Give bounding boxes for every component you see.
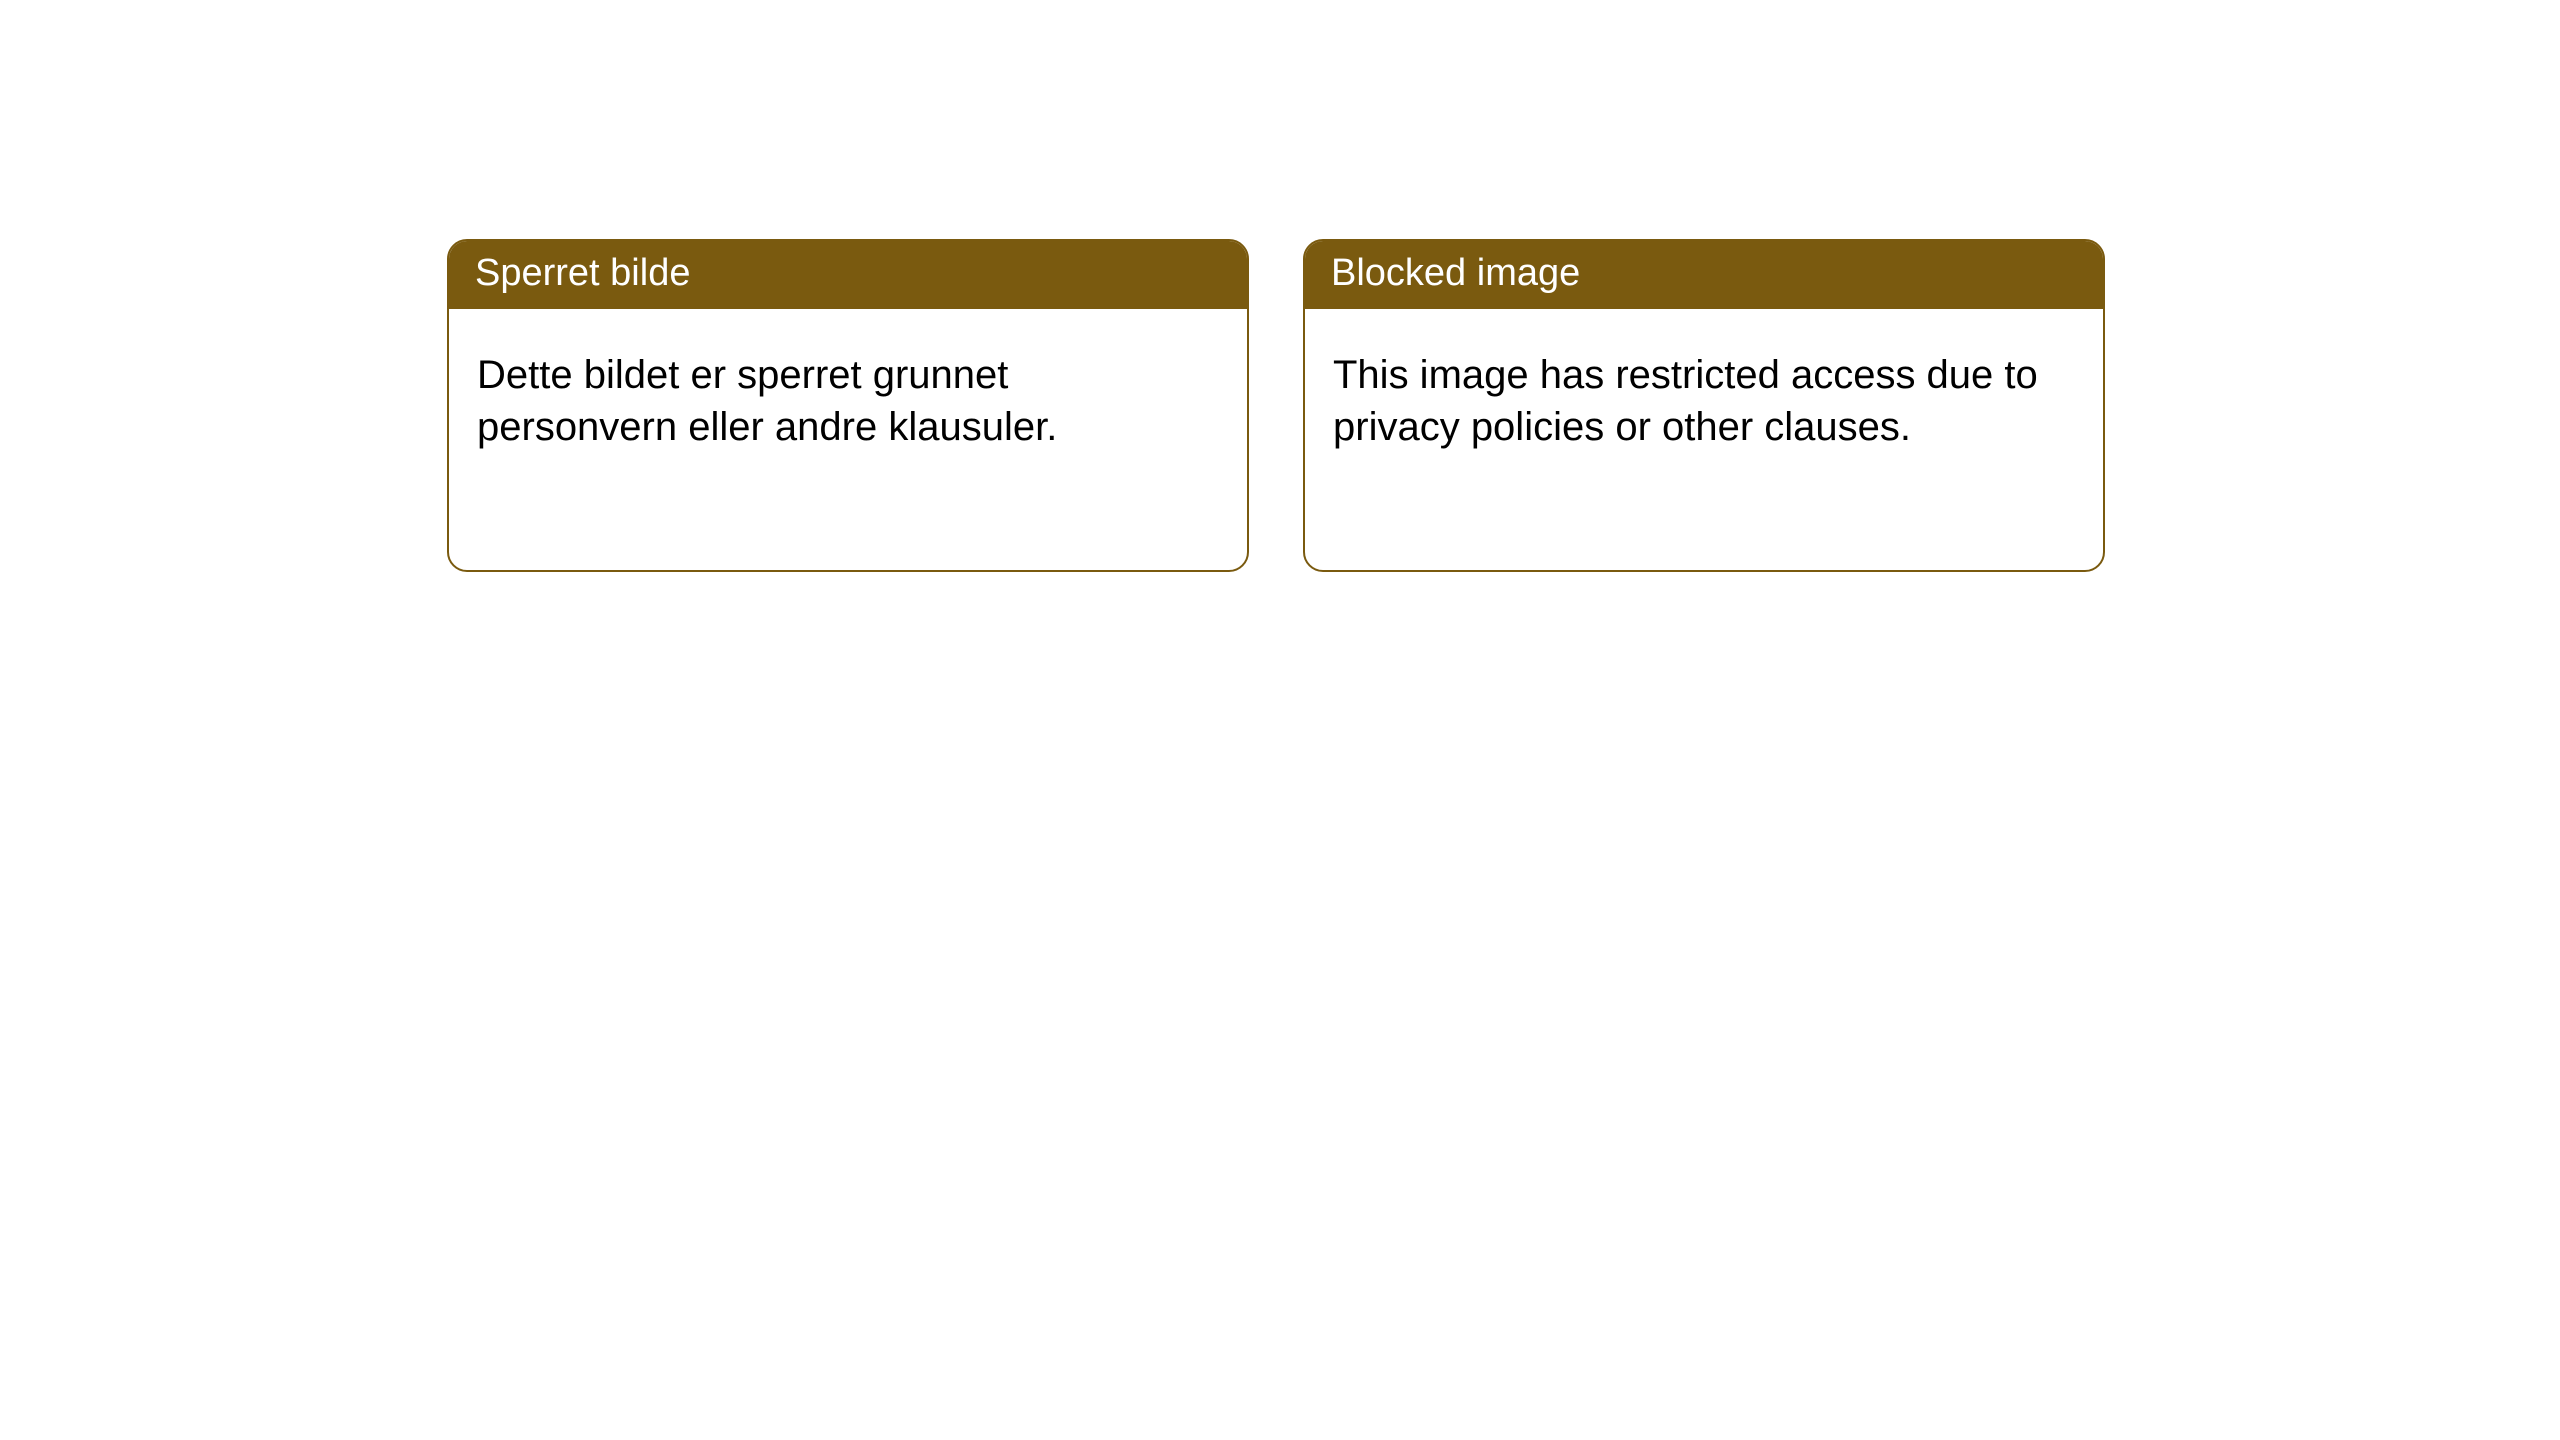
- card-body-no: Dette bildet er sperret grunnet personve…: [449, 309, 1247, 481]
- card-header-en: Blocked image: [1305, 241, 2103, 309]
- card-body-en: This image has restricted access due to …: [1305, 309, 2103, 481]
- blocked-image-card-en: Blocked image This image has restricted …: [1303, 239, 2105, 572]
- notice-cards-container: Sperret bilde Dette bildet er sperret gr…: [0, 0, 2560, 572]
- blocked-image-card-no: Sperret bilde Dette bildet er sperret gr…: [447, 239, 1249, 572]
- card-header-no: Sperret bilde: [449, 241, 1247, 309]
